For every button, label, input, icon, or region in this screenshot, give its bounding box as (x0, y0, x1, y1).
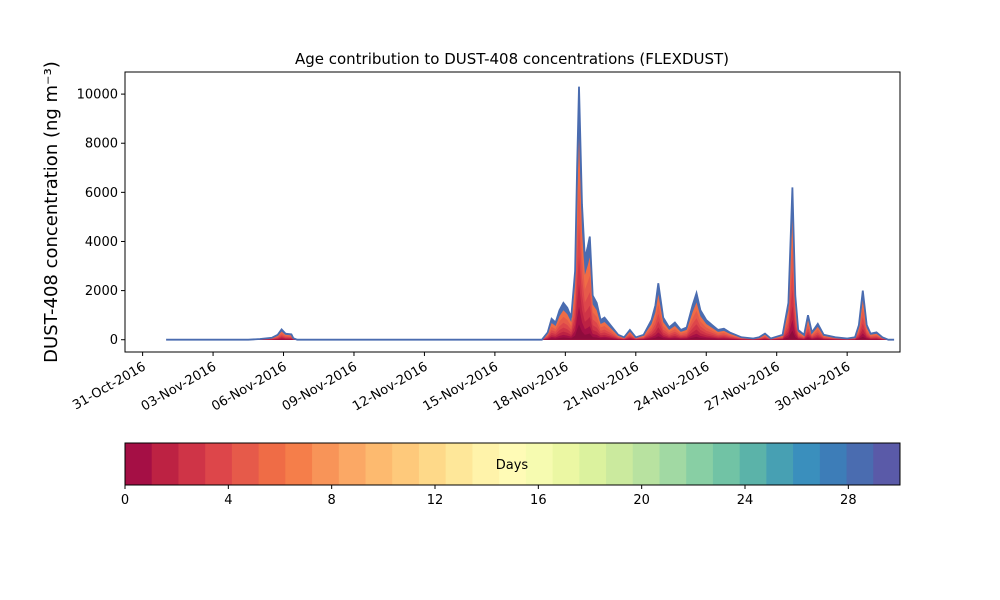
age-contribution-areas (166, 86, 895, 340)
y-tick-label: 8000 (85, 137, 118, 152)
colorbar-cell (338, 443, 367, 485)
y-axis-label: DUST-408 concentration (ng m⁻³) (41, 61, 62, 363)
colorbar-cell (632, 443, 660, 485)
colorbar-tick-label: 12 (427, 493, 444, 508)
colorbar-cell (686, 443, 714, 485)
colorbar-tick-label: 20 (633, 493, 650, 508)
colorbar-cell (793, 443, 821, 485)
colorbar-tick-label: 4 (224, 493, 232, 508)
colorbar-cell (125, 443, 153, 485)
x-tick-label: 12-Nov-2016 (350, 359, 430, 414)
x-tick-label: 31-Oct-2016 (70, 359, 148, 413)
colorbar-cells (125, 443, 901, 485)
colorbar-cell (525, 443, 554, 485)
colorbar-cell (712, 443, 741, 485)
colorbar-cell (365, 443, 393, 485)
y-tick-label: 0 (110, 333, 118, 348)
colorbar-cell (472, 443, 500, 485)
x-tick-label: 27-Nov-2016 (702, 359, 782, 414)
colorbar-cell (499, 443, 527, 485)
y-tick-label: 6000 (85, 186, 118, 201)
x-tick-label: 03-Nov-2016 (139, 359, 219, 414)
colorbar-cell (418, 443, 447, 485)
x-tick-label: 30-Nov-2016 (773, 359, 853, 414)
age-band-4 (166, 182, 895, 340)
colorbar-cell (151, 443, 179, 485)
total-concentration-line (166, 86, 895, 341)
colorbar-cell (178, 443, 206, 485)
colorbar-cell (205, 443, 233, 485)
y-tick-label: 2000 (85, 284, 118, 299)
colorbar: Days 0 4 8 12 16 20 24 28 (121, 442, 901, 508)
x-tick-label: 21-Nov-2016 (562, 359, 642, 414)
colorbar-tick-label: 8 (328, 493, 336, 508)
x-tick-label: 06-Nov-2016 (209, 359, 289, 414)
plot-area (124, 71, 901, 353)
colorbar-cell (606, 443, 634, 485)
colorbar-cell (312, 443, 340, 485)
plot-frame (124, 71, 901, 353)
colorbar-cell (285, 443, 313, 485)
colorbar-cell (766, 443, 794, 485)
colorbar-tick-label: 16 (530, 493, 547, 508)
colorbar-cell (392, 443, 420, 485)
chart-title: Age contribution to DUST-408 concentrati… (295, 50, 729, 68)
colorbar-cell (846, 443, 874, 485)
x-tick-label: 24-Nov-2016 (632, 359, 712, 414)
y-axis: 0 2000 4000 6000 8000 10000 (77, 88, 125, 348)
x-tick-label: 09-Nov-2016 (280, 359, 360, 414)
colorbar-cell (739, 443, 767, 485)
colorbar-cell (552, 443, 580, 485)
colorbar-tick-label: 0 (121, 493, 129, 508)
colorbar-cell (231, 443, 260, 485)
age-band-5 (166, 137, 895, 340)
colorbar-tick-label: 24 (737, 493, 754, 508)
x-tick-label: 18-Nov-2016 (491, 359, 571, 414)
colorbar-cell (873, 443, 901, 485)
age-band-oldest (166, 86, 895, 340)
colorbar-cell (819, 443, 848, 485)
colorbar-axis: 0 4 8 12 16 20 24 28 (121, 485, 857, 508)
y-tick-label: 4000 (85, 235, 118, 250)
y-tick-label: 10000 (77, 88, 118, 103)
colorbar-tick-label: 28 (840, 493, 857, 508)
colorbar-cell (579, 443, 607, 485)
colorbar-cell (445, 443, 473, 485)
colorbar-cell (258, 443, 286, 485)
colorbar-cell (659, 443, 687, 485)
x-tick-label: 15-Nov-2016 (421, 359, 501, 414)
colorbar-frame (124, 442, 901, 486)
x-axis: 31-Oct-201603-Nov-201606-Nov-201609-Nov-… (70, 352, 853, 414)
colorbar-label: Days (496, 458, 529, 473)
